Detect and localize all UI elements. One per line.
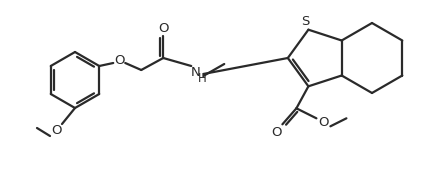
Text: N: N bbox=[191, 65, 200, 79]
Text: H: H bbox=[198, 72, 207, 86]
Text: O: O bbox=[114, 54, 124, 68]
Text: S: S bbox=[301, 15, 310, 28]
Text: O: O bbox=[51, 124, 61, 138]
Text: O: O bbox=[158, 22, 168, 34]
Text: O: O bbox=[318, 116, 329, 129]
Text: O: O bbox=[271, 126, 282, 139]
